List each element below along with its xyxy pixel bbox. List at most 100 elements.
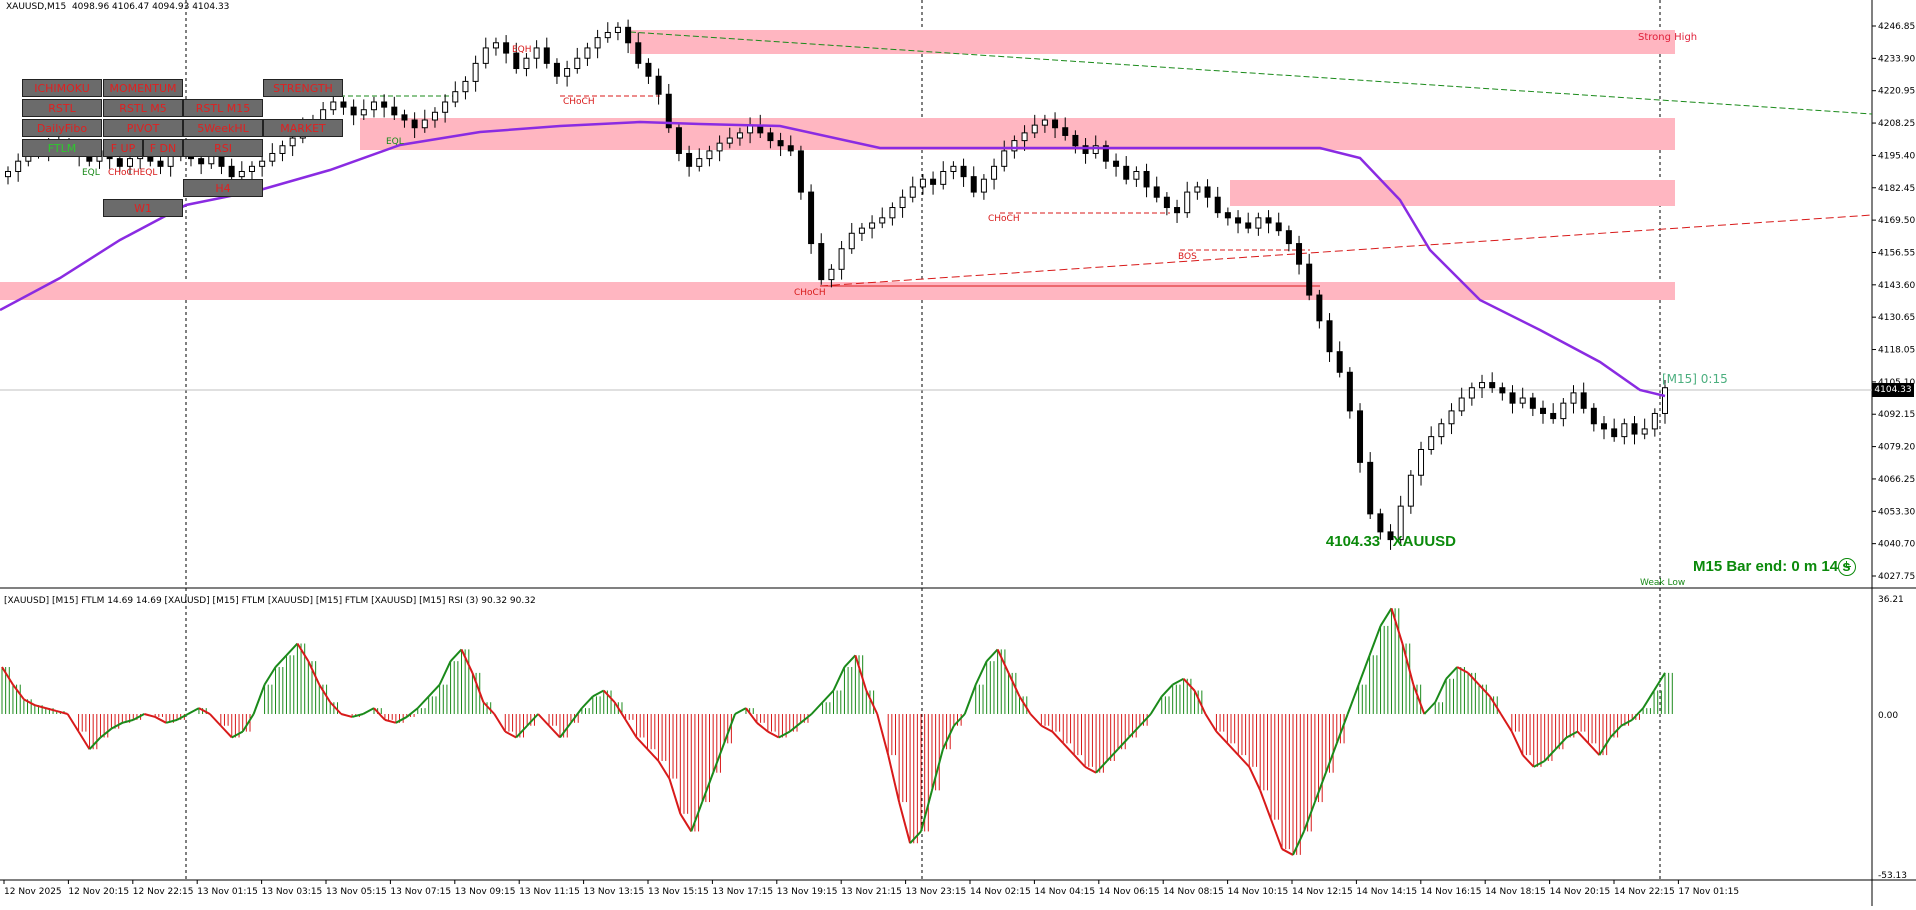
time-axis-label: 14 Nov 20:15 <box>1550 887 1611 897</box>
candle-body <box>1224 212 1231 219</box>
ftlm-signal-line <box>778 730 791 739</box>
ftlm-signal-line <box>1456 666 1469 674</box>
indicator-button-momentum[interactable]: MOMENTUM <box>103 79 183 97</box>
ftlm-signal-line <box>657 760 671 780</box>
ftlm-signal-line <box>1182 678 1196 692</box>
candle-body <box>15 160 22 172</box>
candle-body <box>1072 134 1079 147</box>
indicator-button-f-up[interactable]: F UP <box>103 139 143 157</box>
indicator-axis-label-1: 0.00 <box>1878 711 1898 721</box>
ftlm-signal-line <box>318 684 332 703</box>
ftlm-signal-line <box>1139 713 1152 727</box>
bar-end-timer: M15 Bar end: 0 m 14 s <box>1693 558 1851 575</box>
time-axis-label: 14 Nov 16:15 <box>1421 887 1482 897</box>
candle-body <box>635 42 642 64</box>
ftlm-signal-line <box>920 790 933 832</box>
candle-body <box>1245 222 1252 229</box>
time-axis-label: 12 Nov 2025 <box>4 887 62 897</box>
indicator-button-rstl-m5[interactable]: RSTL M5 <box>103 99 183 117</box>
ftlm-signal-line <box>613 701 627 721</box>
ftlm-signal-line <box>187 707 200 715</box>
eql-label-2: EQL <box>386 137 404 147</box>
ftlm-signal-line <box>77 731 91 750</box>
ftlm-signal-line <box>646 748 660 762</box>
indicator-button-w1[interactable]: W1 <box>103 199 183 217</box>
ftlm-signal-line <box>307 660 321 686</box>
ftlm-signal-line <box>526 713 539 727</box>
ftlm-signal-line <box>963 684 977 715</box>
indicator-button-ftlm[interactable]: FTLM <box>22 139 102 157</box>
indicator-button-strength[interactable]: STRENGTH <box>263 79 343 97</box>
candle-body <box>1570 392 1577 404</box>
ftlm-signal-line <box>1522 754 1535 768</box>
candle-body <box>1428 436 1435 450</box>
ftlm-signal-line <box>570 707 583 724</box>
time-axis-label: 12 Nov 22:15 <box>133 887 194 897</box>
candle-body <box>401 114 408 121</box>
candle-body <box>1448 410 1455 425</box>
ftlm-signal-line <box>395 716 408 724</box>
ftlm-signal-line <box>515 725 528 739</box>
ftlm-signal-line <box>624 719 638 739</box>
indicator-button-pivot[interactable]: PIVOT <box>103 119 183 137</box>
info-symbol: XAUUSD <box>1392 533 1456 550</box>
ftlm-signal-line <box>1598 736 1612 756</box>
indicator-button-h4[interactable]: H4 <box>183 179 263 197</box>
choch-label-2: CHoCH <box>794 288 826 298</box>
window-title: XAUUSD,M15 4098.96 4106.47 4094.93 4104.… <box>6 2 229 12</box>
ftlm-signal-line <box>1281 848 1294 856</box>
ftlm-signal-line <box>417 695 430 709</box>
indicator-button-rstl[interactable]: RSTL <box>22 99 102 117</box>
indicator-button-5weekhl[interactable]: 5WeekHL <box>183 119 263 137</box>
candle-body <box>675 127 682 154</box>
ftlm-signal-line <box>1193 690 1207 715</box>
price-axis-label: 4169.50 <box>1878 216 1915 226</box>
ftlm-signal-line <box>23 698 36 707</box>
candle-body <box>259 160 266 167</box>
candle-body <box>848 232 855 250</box>
ftlm-signal-line <box>1 666 14 686</box>
candle-body <box>665 93 672 129</box>
candle-body <box>1285 230 1292 245</box>
indicator-axis-label-2: -53.13 <box>1878 871 1907 881</box>
ftlm-signal-line <box>427 683 441 698</box>
candle-body <box>1397 505 1404 541</box>
candle-body <box>1407 474 1414 507</box>
ftlm-signal-line <box>1172 677 1185 686</box>
ftlm-signal-line <box>449 648 463 662</box>
indicator-button-ichimoku[interactable]: ICHIMOKU <box>22 79 102 97</box>
indicator-button-market[interactable]: MARKET <box>263 119 343 137</box>
candle-body <box>1123 165 1130 180</box>
candle-body <box>889 207 896 219</box>
indicator-button-rsi[interactable]: RSI <box>183 139 263 157</box>
candle-body <box>1296 243 1303 265</box>
candle-body <box>1499 387 1506 394</box>
ftlm-signal-line <box>198 707 211 715</box>
ftlm-signal-line <box>1346 684 1360 715</box>
ftlm-signal-line <box>1467 672 1480 686</box>
indicator-button-rstl-m15[interactable]: RSTL M15 <box>183 99 263 117</box>
trendline-green <box>629 31 1873 115</box>
ftlm-signal-line <box>756 722 769 733</box>
candle-body <box>5 170 11 178</box>
candle-body <box>970 176 977 193</box>
ftlm-signal-line <box>209 713 222 727</box>
candle-body <box>391 106 398 116</box>
indicator-button-dailyfibo[interactable]: DailyFibo <box>22 119 102 137</box>
candle-body <box>431 111 438 121</box>
ftlm-signal-line <box>165 718 178 724</box>
current-price-tag: 4104.33 <box>1872 383 1914 397</box>
ftlm-signal-line <box>559 722 572 739</box>
candle-body <box>564 68 571 77</box>
candle-body <box>1479 382 1486 389</box>
ftlm-signal-line <box>263 666 277 686</box>
ftlm-signal-line <box>1292 831 1305 856</box>
candle-body <box>879 217 886 224</box>
indicator-button-f-dn[interactable]: F DN <box>143 139 183 157</box>
ftlm-signal-line <box>690 801 704 832</box>
bar-timer-label: [M15] 0:15 <box>1662 372 1728 386</box>
ftlm-signal-line <box>1576 730 1590 745</box>
